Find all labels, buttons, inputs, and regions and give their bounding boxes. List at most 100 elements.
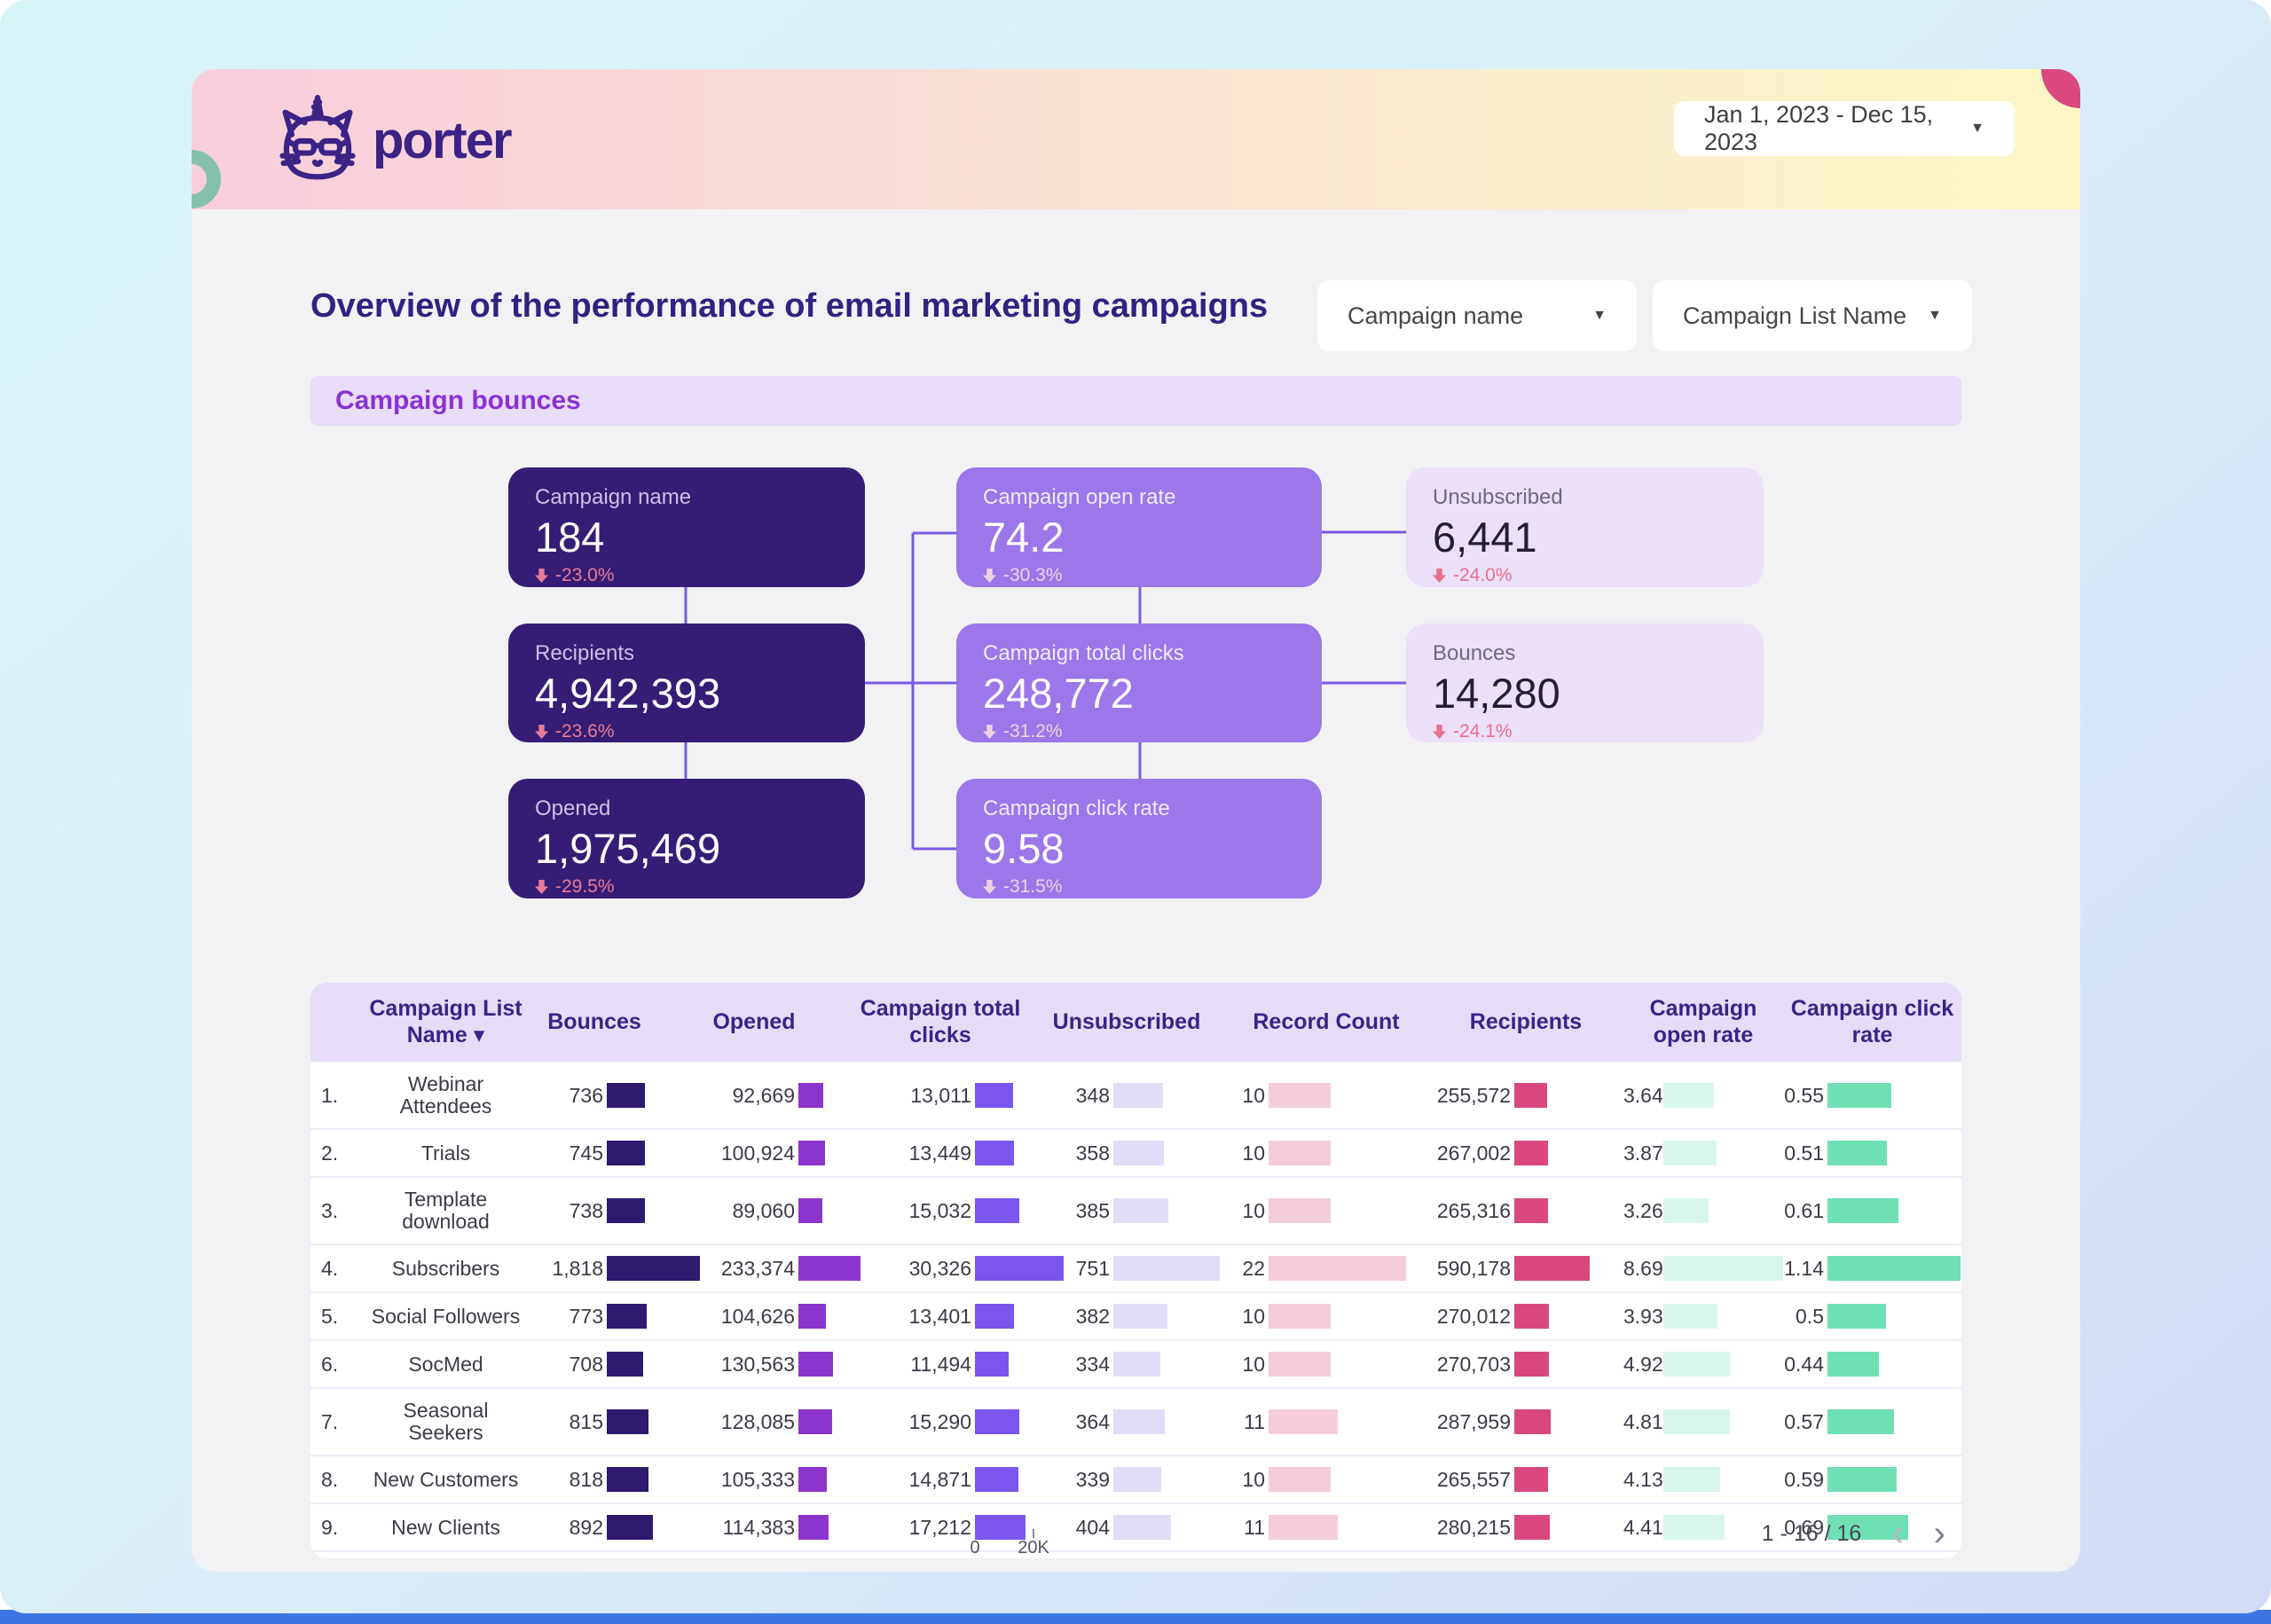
cell-opened: 130,563: [656, 1352, 852, 1377]
record_count-value: 10: [1242, 1352, 1265, 1376]
open_rate-value: 4.92: [1623, 1352, 1663, 1376]
bounces-bar: [607, 1256, 700, 1281]
clicks-value: 30,326: [908, 1256, 971, 1280]
next-page-button[interactable]: ›: [1933, 1514, 1945, 1553]
row-index: 9.: [321, 1515, 339, 1539]
bottom-strip: [0, 1610, 2271, 1624]
cell-unsubscribed: 404: [1029, 1515, 1224, 1540]
cell-click_rate: 0.44: [1783, 1352, 1961, 1377]
cell-record_count: 10: [1224, 1304, 1428, 1329]
unsubscribed-value: 751: [1075, 1256, 1110, 1280]
previous-page-button[interactable]: ‹: [1891, 1514, 1904, 1553]
bounces-bar: [607, 1198, 645, 1223]
opened-value: 105,333: [720, 1467, 795, 1491]
unsubscribed-bar: [1113, 1256, 1220, 1281]
kpi-delta: -30.3%: [983, 565, 1322, 586]
cell-recipients: 590,178: [1428, 1256, 1623, 1281]
kpi-card-opened: Opened 1,975,469 -29.5%: [508, 779, 865, 898]
open_rate-value: 3.64: [1623, 1083, 1663, 1107]
kpi-delta: -24.1%: [1433, 721, 1764, 742]
kpi-value: 14,280: [1433, 670, 1560, 717]
axis-tick: [1033, 1529, 1034, 1538]
kpi-label: Bounces: [1433, 641, 1516, 665]
recipients-bar: [1514, 1083, 1547, 1108]
table-row: 1. Webinar Attendees 736 92,669 13,011 348 10 2…: [310, 1061, 1961, 1128]
campaign-name-filter[interactable]: Campaign name ▼: [1317, 280, 1637, 351]
cell-opened: 233,374: [656, 1256, 860, 1281]
cell-clicks: 15,032: [852, 1198, 1029, 1223]
table-row: [310, 1550, 1961, 1558]
kpi-card-campaign-click-rate: Campaign click rate 9.58 -31.5%: [956, 779, 1322, 898]
cell-bounces: 708: [532, 1352, 656, 1377]
recipients-value: 265,557: [1436, 1467, 1511, 1491]
column-header-open_rate: Campaign open rate: [1649, 996, 1757, 1047]
campaign-list-name: Social Followers: [371, 1304, 521, 1328]
record_count-value: 10: [1242, 1304, 1265, 1328]
kpi-label: Campaign total clicks: [983, 641, 1184, 665]
campaign-table: Campaign List Name ▾ Bounces Opened Campaig…: [310, 983, 1961, 1558]
record_count-bar: [1269, 1409, 1338, 1434]
bounces-value: 736: [569, 1083, 603, 1107]
bounces-value: 818: [569, 1467, 603, 1491]
recipients-value: 280,215: [1436, 1515, 1511, 1539]
table-row: 9. New Clients 892 114,383 17,212 404 11 280,21…: [310, 1502, 1961, 1550]
down-arrow-icon: [1433, 568, 1446, 583]
table-row: 4. Subscribers 1,818 233,374 30,326 751 22 590,…: [310, 1243, 1961, 1291]
record_count-value: 22: [1242, 1256, 1265, 1280]
unsubscribed-value: 385: [1075, 1198, 1110, 1222]
record_count-value: 11: [1244, 1409, 1265, 1433]
bounces-bar: [607, 1083, 645, 1108]
cell-click_rate: 1.14: [1783, 1256, 1961, 1281]
column-header-campaign-list-name[interactable]: Campaign List Name ▾: [369, 996, 523, 1047]
clicks-bar: [975, 1304, 1014, 1329]
record_count-value: 11: [1244, 1515, 1265, 1539]
cell-unsubscribed: 334: [1029, 1352, 1224, 1377]
recipients-bar: [1514, 1515, 1550, 1540]
cell-unsubscribed: 339: [1029, 1467, 1224, 1492]
cell-open_rate: 3.87: [1623, 1141, 1783, 1165]
kpi-label: Campaign name: [535, 485, 692, 509]
opened-value: 104,626: [720, 1304, 795, 1328]
open_rate-bar: [1663, 1083, 1714, 1108]
cell-opened: 92,669: [656, 1083, 852, 1108]
opened-value: 100,924: [720, 1141, 795, 1165]
row-index: 2.: [321, 1141, 339, 1165]
opened-value: 114,383: [722, 1515, 795, 1539]
unsubscribed-bar: [1113, 1083, 1163, 1108]
recipients-value: 255,572: [1436, 1083, 1511, 1107]
opened-bar: [798, 1467, 827, 1492]
kpi-delta-value: -24.1%: [1453, 721, 1513, 741]
kpi-delta-value: -23.0%: [555, 565, 615, 585]
report-header: porter Jan 1, 2023 - Dec 15, 2023 ▼: [192, 69, 2080, 209]
cell-recipients: 267,002: [1428, 1141, 1623, 1165]
chevron-down-icon: ▼: [1928, 308, 1942, 323]
click_rate-bar: [1827, 1141, 1887, 1165]
cell-click_rate: 0.57: [1783, 1409, 1961, 1434]
bounces-value: 892: [569, 1515, 603, 1539]
cell-click_rate: 0.5: [1783, 1304, 1961, 1329]
clicks-value: 13,011: [910, 1083, 971, 1107]
campaign-list-name: Trials: [420, 1141, 471, 1165]
record_count-bar: [1269, 1083, 1331, 1108]
unsubscribed-value: 404: [1075, 1515, 1110, 1539]
cell-recipients: 287,959: [1428, 1409, 1623, 1434]
campaign-list-name-cell: Webinar Attendees: [359, 1073, 532, 1118]
clicks-value: 14,871: [908, 1467, 971, 1491]
cell-opened: 100,924: [656, 1141, 852, 1165]
kpi-card-campaign-total-clicks: Campaign total clicks 248,772 -31.2%: [956, 624, 1322, 742]
bounces-value: 773: [569, 1304, 603, 1328]
cell-record_count: 22: [1224, 1256, 1428, 1281]
unsubscribed-value: 364: [1075, 1409, 1110, 1433]
open_rate-bar: [1663, 1198, 1709, 1223]
date-range-select[interactable]: Jan 1, 2023 - Dec 15, 2023 ▼: [1674, 101, 2015, 156]
click_rate-value: 0.55: [1784, 1083, 1824, 1107]
unsubscribed-value: 382: [1075, 1304, 1110, 1328]
kpi-value: 9.58: [983, 825, 1065, 872]
open_rate-bar: [1663, 1467, 1720, 1492]
sort-caret-icon: ▾: [473, 1023, 485, 1047]
down-arrow-icon: [983, 568, 996, 583]
campaign-list-filter[interactable]: Campaign List Name ▼: [1653, 280, 1972, 351]
kpi-value: 248,772: [983, 670, 1134, 717]
row-index: 7.: [321, 1409, 339, 1433]
